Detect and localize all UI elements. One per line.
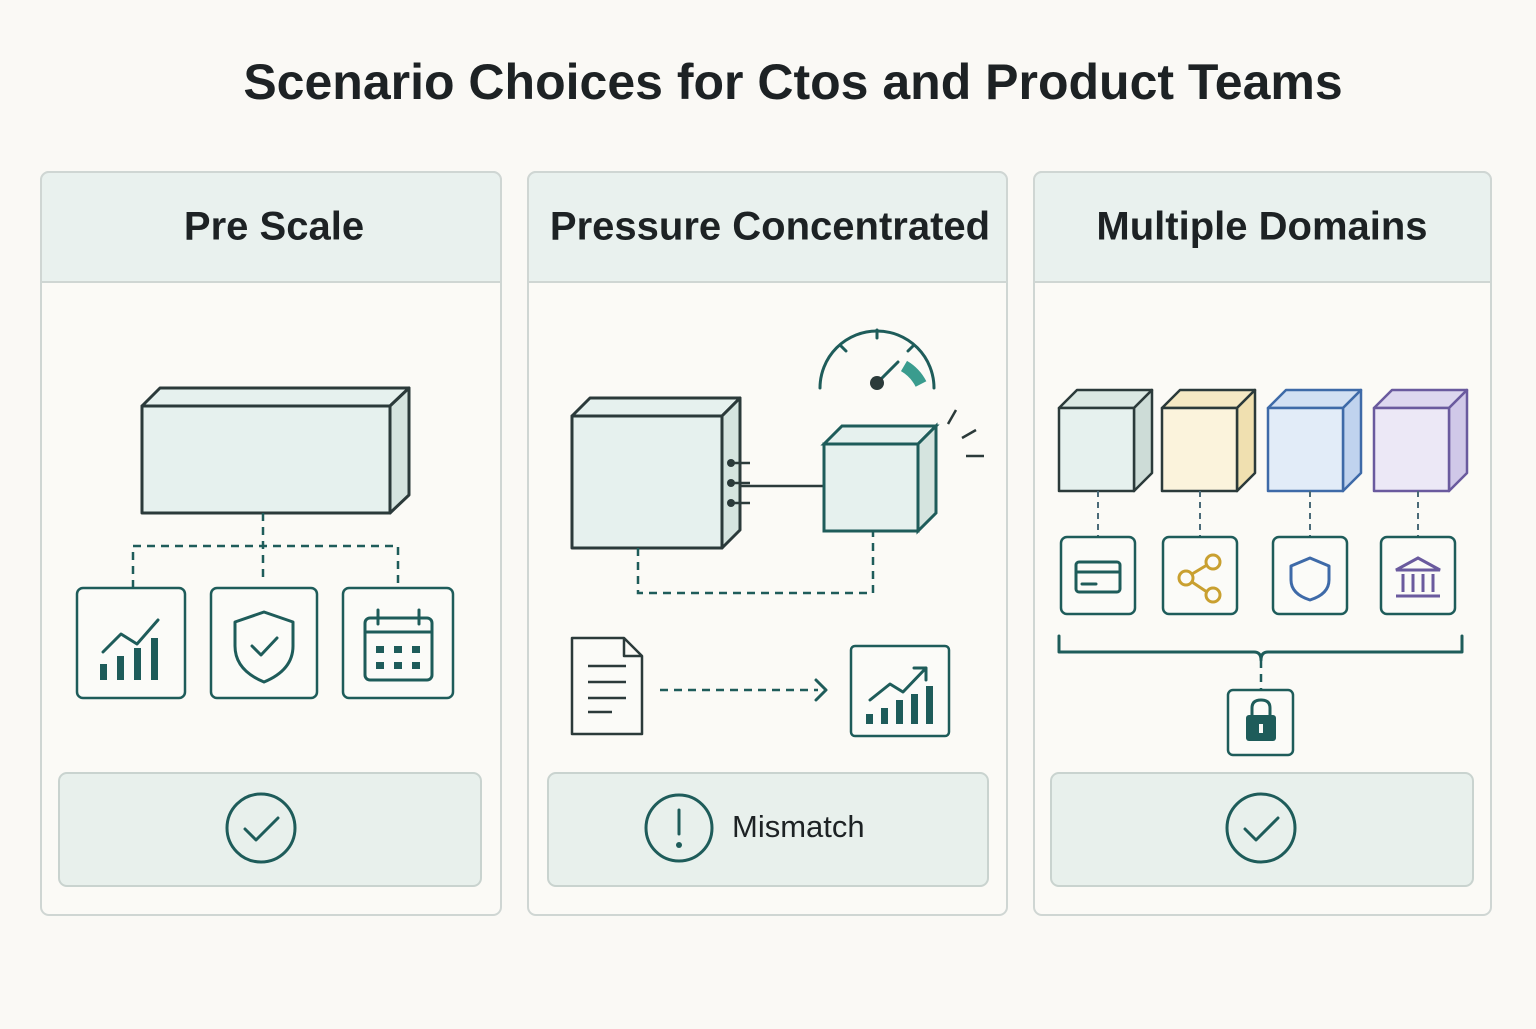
panel-title: Multiple Domains (1096, 205, 1427, 249)
panel-multiple-domains-shape-shape (1132, 388, 1154, 493)
panel-multiple-domains: Multiple Domains (1033, 171, 1492, 916)
panel-multiple-domains-shape-shape (1204, 553, 1222, 571)
panel-multiple-domains-shape (1177, 553, 1222, 604)
panel-multiple-domains-shape (1161, 535, 1239, 616)
panel-pressure-concentrated-shape-shape (881, 708, 888, 724)
panel-multiple-domains-shape (1243, 816, 1280, 842)
panel-pressure-concentrated-shape (822, 442, 920, 533)
panel-pre-scale-shape (134, 648, 141, 680)
panel-multiple-domains-shape (1379, 535, 1457, 616)
panel-multiple-domains-shape (1259, 724, 1263, 733)
panel-pre-scale-shape (58, 772, 482, 887)
panel-pre-scale-shape-shape (394, 646, 402, 653)
status-label: Mismatch (732, 809, 865, 844)
panel-pre-scale-shape-shape (376, 646, 384, 653)
panel-pressure-concentrated-shape (527, 171, 1008, 283)
panel-pressure-concentrated-shape (636, 531, 875, 595)
panel-pressure-concentrated: Pressure Concentrated Mismatch (527, 171, 1008, 916)
panel-pre-scale-shape (101, 618, 160, 654)
panel-title: Pre Scale (184, 205, 364, 249)
panel-pre-scale-shape (140, 386, 411, 408)
panel-multiple-domains-shape-shape (1341, 388, 1363, 493)
panel-multiple-domains-shape (1074, 560, 1122, 594)
panel-multiple-domains-shape-shape (1266, 406, 1345, 493)
panel-multiple-domains-shape (1225, 792, 1297, 864)
panel-pre-scale-shape (75, 586, 187, 700)
panel-multiple-domains-shape-shape (1160, 406, 1239, 493)
panel-multiple-domains-shape-shape (1235, 388, 1257, 493)
panel-pre-scale-shape (376, 646, 420, 669)
panel-multiple-domains-shape (1289, 556, 1331, 602)
panel-pre-scale-shape-shape (394, 662, 402, 669)
panel-multiple-domains-shape-shape (1395, 556, 1441, 598)
panel-multiple-domains-shape (1395, 556, 1441, 598)
panel-multiple-domains-shape (1250, 698, 1272, 718)
panel-multiple-domains-shape (1059, 535, 1137, 616)
panel-multiple-domains-shape-shape (1204, 586, 1222, 604)
panel-pressure-concentrated-shape (588, 664, 626, 714)
panel-pressure-concentrated-shape (570, 414, 724, 550)
panel-pressure-concentrated-shape (676, 842, 682, 848)
panel-pre-scale-shape (243, 816, 280, 842)
panel-pre-scale-shape (151, 638, 158, 680)
panel-pre-scale-shape (209, 586, 319, 700)
panel-pre-scale-shape-shape (412, 646, 420, 653)
panel-pressure-concentrated-shape (838, 328, 916, 385)
page-title: Scenario Choices for Ctos and Product Te… (243, 54, 1342, 110)
panel-pre-scale-shape (388, 386, 411, 515)
panel-pre-scale-shape (140, 404, 392, 515)
panel-pressure-concentrated-shape (866, 686, 933, 724)
panel-pressure-concentrated-shape (916, 422, 938, 535)
panel-pre-scale: Pre Scale (40, 171, 502, 916)
panel-pre-scale-shape (225, 792, 297, 864)
panel-multiple-domains-shape (1074, 570, 1122, 586)
panel-multiple-domains-shape-shape (1191, 563, 1208, 594)
panel-pre-scale-shape-shape (412, 662, 420, 669)
panel-pressure-concentrated-shape (570, 636, 644, 736)
panel-multiple-domains-shape-shape (1372, 406, 1451, 493)
panel-multiple-domains-shape-shape (1057, 406, 1136, 493)
panel-pressure-concentrated-shape (720, 396, 742, 550)
panel-pre-scale-shape (233, 610, 295, 684)
panel-pressure-concentrated-shape (900, 360, 927, 388)
panel-multiple-domains-shape (1271, 535, 1349, 616)
panel-multiple-domains-shape (1097, 491, 1419, 537)
panel-multiple-domains-shape (1033, 171, 1492, 283)
panel-pre-scale-shape (363, 608, 434, 634)
panel-pre-scale-shape (100, 664, 107, 680)
panel-title: Pressure Concentrated (550, 205, 990, 249)
panel-pre-scale-shape-shape (376, 662, 384, 669)
panel-multiple-domains-shape-shape (1447, 388, 1469, 493)
panel-pressure-concentrated-shape-shape (926, 686, 933, 724)
panel-pressure-concentrated-shape (731, 461, 824, 505)
panel-multiple-domains-shape-shape (1177, 569, 1195, 587)
panel-pressure-concentrated-shape-shape (911, 694, 918, 724)
panel-pressure-concentrated-shape (868, 666, 928, 702)
panel-pressure-concentrated-shape (570, 396, 742, 418)
panel-pressure-concentrated-shape-shape (896, 700, 903, 724)
panel-multiple-domains-shape (1057, 388, 1469, 493)
panel-pressure-concentrated-shape (946, 409, 984, 458)
panel-pre-scale-shape (117, 656, 124, 680)
panel-pre-scale-shape (363, 616, 434, 682)
panel-pressure-concentrated-shape (814, 678, 828, 702)
panel-pre-scale-shape (40, 171, 502, 283)
panel-pre-scale-shape (131, 513, 400, 588)
panel-pre-scale-shape (341, 586, 455, 700)
panel-pressure-concentrated-shape (644, 793, 714, 863)
panel-multiple-domains-shape (1050, 772, 1474, 887)
panel-pressure-concentrated-shape (870, 376, 884, 390)
panel-pressure-concentrated-shape-shape (866, 714, 873, 724)
